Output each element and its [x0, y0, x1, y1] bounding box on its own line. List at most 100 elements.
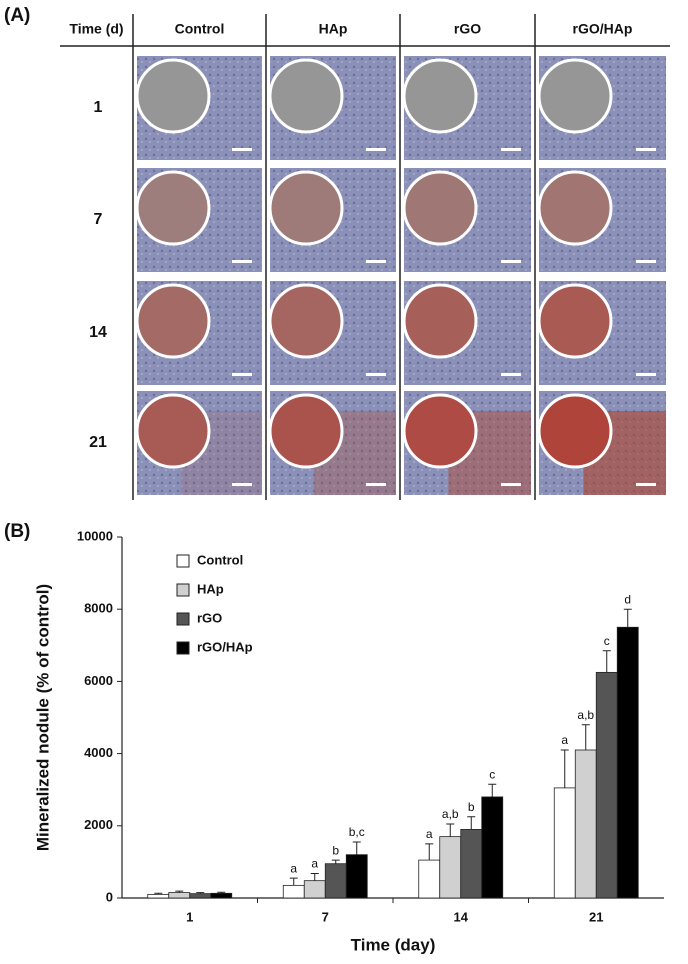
significance-label: b,c	[349, 825, 365, 839]
x-axis-title: Time (day)	[351, 935, 436, 954]
well	[135, 393, 211, 469]
error-bar	[352, 841, 361, 855]
significance-label: c	[489, 767, 495, 781]
column-header: Time (d)	[69, 21, 123, 37]
x-tick-label: 7	[322, 909, 329, 924]
well	[268, 170, 344, 246]
scale-bar	[366, 373, 386, 376]
error-bar	[425, 843, 434, 861]
error-bar	[446, 823, 455, 837]
well	[537, 393, 613, 469]
significance-label: b	[468, 800, 475, 814]
well	[268, 58, 344, 134]
legend-swatch	[176, 612, 190, 626]
x-tick-label: 1	[186, 909, 193, 924]
bar	[439, 836, 462, 899]
error-bar	[154, 892, 163, 895]
bar	[189, 893, 212, 899]
error-bar	[196, 892, 205, 894]
row-label: 1	[94, 99, 103, 116]
bar	[210, 892, 233, 899]
significance-label: a,b	[442, 807, 459, 821]
legend-swatch	[176, 554, 190, 568]
scale-bar	[636, 148, 656, 151]
bar	[481, 796, 504, 899]
well	[135, 283, 211, 359]
bar	[168, 892, 191, 899]
y-tick-label: 6000	[84, 673, 113, 688]
scale-bar	[366, 483, 386, 486]
scale-bar	[501, 260, 521, 263]
error-bar	[289, 877, 298, 886]
bar	[616, 626, 639, 899]
bar-chart: 0 2000 4000 6000 8000 10000 Mineralized nodule…	[33, 528, 664, 954]
scale-bar	[366, 260, 386, 263]
legend-swatch	[176, 641, 190, 655]
error-bar	[623, 608, 632, 628]
well	[402, 283, 478, 359]
scale-bar	[232, 148, 252, 151]
legend-swatch	[176, 583, 190, 597]
y-tick-label: 10000	[77, 528, 113, 543]
legend-label: HAp	[197, 581, 224, 596]
x-tick-label: 14	[454, 909, 469, 924]
y-tick-label: 8000	[84, 601, 113, 616]
error-bar	[175, 890, 184, 893]
significance-label: c	[604, 634, 610, 648]
column-header: Control	[175, 21, 225, 37]
bar	[147, 893, 170, 899]
scale-bar	[636, 373, 656, 376]
y-tick-label: 2000	[84, 817, 113, 832]
well	[537, 283, 613, 359]
well	[537, 170, 613, 246]
image-grid: Time (d) Control HAp rGO rGO/HAp 1 7 14 21	[60, 14, 670, 500]
scale-bar	[232, 260, 252, 263]
error-bar	[310, 872, 319, 881]
bar	[345, 854, 368, 899]
row-label: 14	[89, 324, 107, 341]
scale-bar	[366, 148, 386, 151]
scale-bar	[636, 483, 656, 486]
bar	[574, 749, 597, 899]
well	[135, 58, 211, 134]
well	[268, 393, 344, 469]
row-label: 21	[89, 434, 107, 451]
bar	[303, 880, 326, 899]
error-bar	[331, 859, 340, 864]
scale-bar	[501, 483, 521, 486]
column-header: HAp	[319, 21, 348, 37]
well	[402, 170, 478, 246]
bar	[460, 829, 483, 899]
well	[402, 393, 478, 469]
significance-label: b	[332, 843, 339, 857]
bar	[324, 863, 347, 899]
well	[268, 283, 344, 359]
well	[537, 58, 613, 134]
bar	[418, 859, 441, 899]
error-bar	[467, 816, 476, 830]
well	[135, 170, 211, 246]
row-label: 7	[94, 211, 103, 228]
scale-bar	[501, 373, 521, 376]
error-bar	[560, 749, 569, 788]
error-bar	[581, 724, 590, 750]
legend-label: Control	[197, 552, 243, 567]
legend-label: rGO/HAp	[197, 639, 253, 654]
significance-label: a	[290, 861, 297, 875]
panel-label: (A)	[4, 5, 30, 26]
scale-bar	[232, 483, 252, 486]
panel-label: (B)	[4, 521, 30, 542]
significance-label: a	[311, 857, 318, 871]
error-bar	[217, 891, 226, 894]
scale-bar	[636, 260, 656, 263]
bar	[553, 787, 576, 899]
x-tick-label: 21	[589, 909, 603, 924]
significance-label: a	[426, 827, 433, 841]
error-bar	[602, 650, 611, 673]
y-tick-label: 4000	[84, 745, 113, 760]
significance-label: d	[624, 592, 631, 606]
significance-label: a,b	[577, 708, 594, 722]
significance-label: a	[561, 733, 568, 747]
scale-bar	[232, 373, 252, 376]
